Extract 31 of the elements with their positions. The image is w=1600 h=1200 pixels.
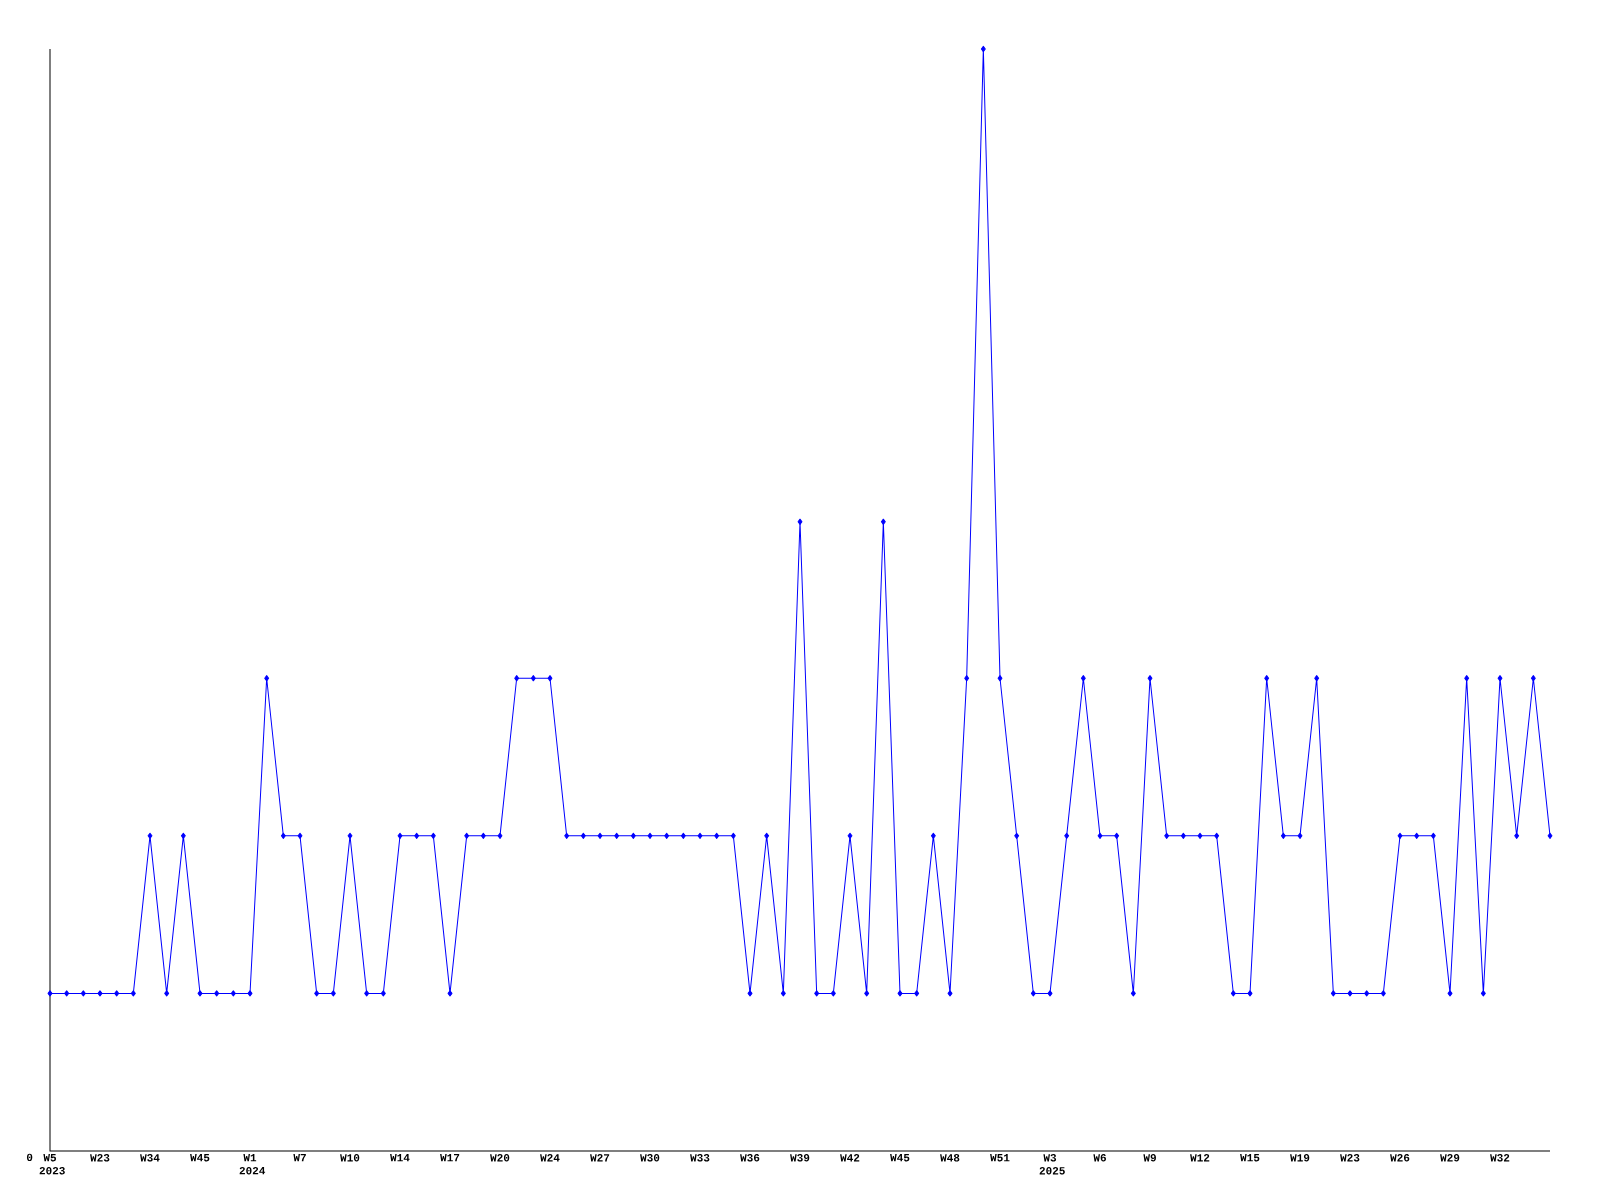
x-tick-label: W24 xyxy=(540,1154,560,1162)
x-tick-label: W5 2023 xyxy=(39,1154,65,1175)
x-tick-label: W1 2024 xyxy=(239,1154,266,1175)
x-tick-label: W45 xyxy=(890,1154,910,1162)
x-tick-label: W30 xyxy=(640,1154,660,1162)
x-tick-label: W14 xyxy=(390,1154,410,1162)
x-tick-label: W48 xyxy=(940,1154,960,1162)
x-tick-label: W12 xyxy=(1190,1154,1210,1162)
x-tick-label: W23 xyxy=(90,1154,110,1162)
x-tick-label: W23 xyxy=(1340,1154,1360,1162)
x-tick-label: W9 xyxy=(1143,1154,1156,1162)
x-tick-label: W34 xyxy=(140,1154,160,1162)
x-tick-label: W42 xyxy=(840,1154,860,1162)
text: 0 xyxy=(26,1153,33,1162)
x-tick-label: W39 xyxy=(790,1154,810,1162)
x-tick-label: W19 xyxy=(1290,1154,1310,1162)
x-tick-label: W3 2025 xyxy=(1039,1154,1065,1175)
x-tick-label: W29 xyxy=(1440,1154,1460,1162)
x-tick-label: W15 xyxy=(1240,1154,1260,1162)
x-tick-label: W33 xyxy=(690,1154,710,1162)
x-tick-label: W10 xyxy=(340,1154,360,1162)
x-tick-label: W17 xyxy=(440,1154,460,1162)
x-tick-label: W20 xyxy=(490,1154,510,1162)
x-tick-label: W32 xyxy=(1490,1154,1510,1162)
x-tick-label: W26 xyxy=(1390,1154,1410,1162)
x-tick-label: W45 xyxy=(190,1154,210,1162)
x-tick-label: W27 xyxy=(590,1154,610,1162)
x-tick-label: W6 xyxy=(1093,1154,1106,1162)
x-tick-label: W7 xyxy=(293,1154,306,1162)
x-tick-label: W36 xyxy=(740,1154,760,1162)
x-tick-label: W51 xyxy=(990,1154,1010,1162)
